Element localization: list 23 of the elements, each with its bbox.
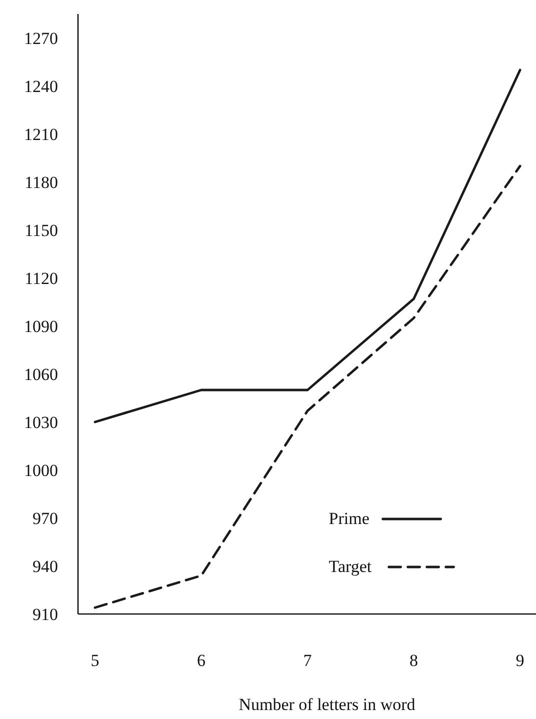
y-tick-label: 1180	[24, 172, 58, 192]
y-tick-label: 1270	[24, 28, 58, 48]
y-tick-label: 910	[32, 604, 58, 624]
x-axis-title: Number of letters in word	[238, 695, 416, 714]
line-series	[94, 164, 522, 609]
y-tick-label: 1030	[24, 412, 58, 432]
y-tick-label: 1000	[24, 460, 58, 480]
y-tick-label: 970	[32, 508, 58, 528]
y-tick-label: 1090	[24, 316, 58, 336]
legend-label: Prime	[328, 508, 370, 528]
x-tick-label: 8	[410, 651, 418, 670]
y-tick-label: 1120	[24, 268, 58, 288]
x-tick-label: 7	[303, 651, 312, 670]
line-series	[94, 68, 522, 424]
y-tick-label: 1240	[24, 76, 58, 96]
y-tick-label: 940	[32, 556, 58, 576]
legend-label: Target	[328, 556, 372, 576]
x-tick-label: 6	[197, 651, 206, 670]
y-tick-label: 1210	[24, 124, 58, 144]
x-tick-label: 9	[516, 651, 524, 670]
x-tick-label: 5	[90, 651, 100, 670]
y-tick-label: 1060	[24, 364, 58, 384]
y-tick-label: 1150	[24, 220, 58, 240]
